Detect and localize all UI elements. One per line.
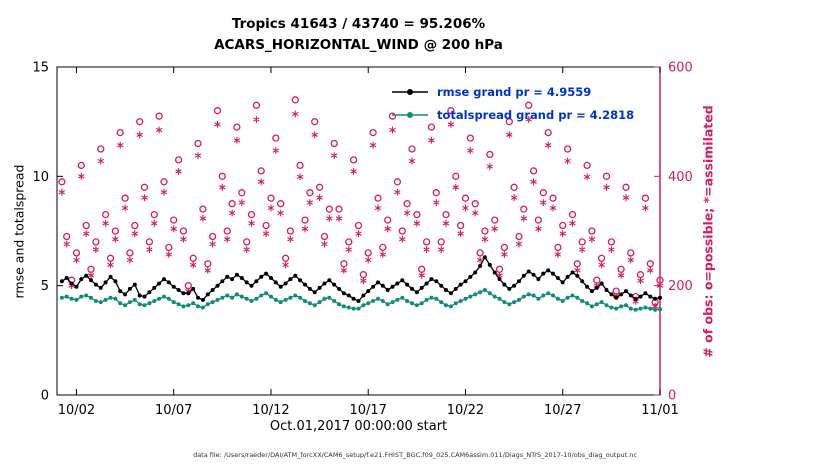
svg-text:0: 0 [668,389,676,404]
svg-text:10/17: 10/17 [349,403,386,418]
legend-label-totalspread: totalspread grand pr = 4.2818 [437,107,635,122]
x-axis-label: Oct.01,2017 00:00:00 start [269,419,448,434]
svg-text:200: 200 [668,279,693,294]
svg-text:0: 0 [41,389,49,404]
legend-row-totalspread: totalspread grand pr = 4.2818 [390,103,634,126]
right-y-axis-label: # of obs: o=possible; *=assimilated [700,105,716,358]
title-line-2: ACARS_HORIZONTAL_WIND @ 200 hPa [214,37,503,53]
svg-text:10/02: 10/02 [58,403,95,418]
legend: rmse grand pr = 4.9559 totalspread grand… [390,80,634,126]
svg-text:600: 600 [668,61,693,76]
left-y-axis-label: rmse and totalspread [11,164,27,299]
svg-text:11/01: 11/01 [641,403,678,418]
svg-text:10/27: 10/27 [544,403,581,418]
legend-label-rmse: rmse grand pr = 4.9559 [437,84,592,99]
svg-text:10/12: 10/12 [252,403,289,418]
legend-row-rmse: rmse grand pr = 4.9559 [390,80,634,103]
title-line-1: Tropics 41643 / 43740 = 95.206% [231,16,486,32]
svg-text:400: 400 [668,170,693,185]
totalspread-line-marker-icon [392,111,428,118]
chart-title: Tropics 41643 / 43740 = 95.206% ACARS_HO… [57,14,660,56]
data-file-caption: data file: /Users/raeder/DAI/ATM_forcXX/… [193,451,637,459]
svg-text:10: 10 [32,170,49,185]
svg-text:10/07: 10/07 [155,403,192,418]
svg-text:10/22: 10/22 [447,403,484,418]
rmse-line-marker-icon [392,88,428,95]
svg-text:5: 5 [41,279,49,294]
svg-text:15: 15 [32,61,49,76]
